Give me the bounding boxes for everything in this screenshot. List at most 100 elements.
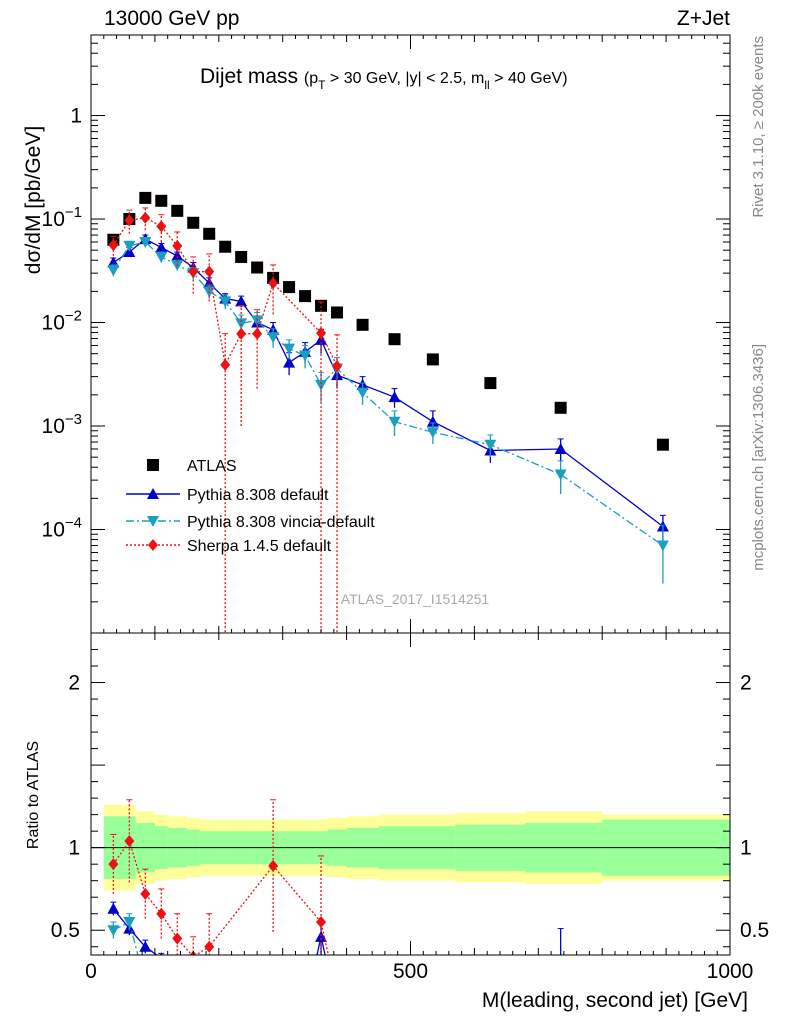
ratio-point-pythia-default: [139, 940, 152, 952]
ratio-point-pythia-default: [107, 902, 120, 914]
title-cond-mid: > 30 GeV, |y| < 2.5, m: [325, 70, 484, 87]
legend-marker-pythia-vincia: [147, 516, 159, 527]
point-sherpa: [156, 220, 167, 233]
ratio-series-sherpa: [108, 799, 330, 955]
point-pythia-vincia: [484, 439, 497, 451]
ratio-point-sherpa: [204, 940, 215, 953]
title-cond-sub1: T: [318, 78, 326, 92]
point-sherpa: [252, 327, 263, 340]
point-pythia-default: [554, 442, 567, 454]
point-pythia-vincia: [219, 296, 232, 308]
point-sherpa: [188, 265, 199, 278]
legend-entry-atlas: ATLAS: [147, 458, 237, 475]
legend-entry-sherpa: Sherpa 1.4.5 default: [126, 538, 332, 555]
ratio-y-tick-label-right: 2: [740, 672, 752, 695]
legend-label-pythia-default: Pythia 8.308 default: [187, 487, 329, 504]
point-pythia-vincia: [235, 318, 248, 330]
point-atlas: [331, 306, 344, 319]
point-pythia-vincia: [123, 240, 136, 252]
series-pythia-vincia: [107, 236, 669, 584]
point-sherpa: [316, 327, 327, 340]
point-pythia-vincia: [299, 350, 312, 362]
point-atlas: [171, 204, 184, 217]
point-pythia-vincia: [315, 379, 328, 391]
ratio-y-tick-label: 2: [68, 672, 80, 695]
point-pythia-vincia: [388, 416, 401, 428]
legend-entry-pythia-default: Pythia 8.308 default: [126, 487, 329, 504]
legend-label-atlas: ATLAS: [187, 458, 237, 475]
ratio-point-sherpa: [172, 932, 183, 945]
ratio-axes: 0.5 0.5 1 1 2 2 0 500 1000: [51, 632, 769, 983]
ratio-series-pythia-vincia: [107, 913, 139, 955]
point-sherpa: [124, 214, 135, 227]
point-atlas: [203, 227, 216, 240]
legend-marker-sherpa: [148, 539, 158, 551]
main-title: Dijet mass (pT > 30 GeV, |y| < 2.5, mll …: [200, 65, 568, 92]
point-pythia-vincia: [656, 540, 669, 552]
ratio-point-sherpa: [316, 915, 327, 928]
point-atlas: [299, 290, 312, 303]
point-atlas: [388, 333, 401, 346]
title-cond-open: (p: [304, 70, 318, 87]
ratio-point-pythia-vincia: [107, 925, 120, 937]
ratio-point-sherpa: [124, 835, 135, 848]
mcplots-label: mcplots.cern.ch [arXiv:1306.3436]: [750, 344, 767, 571]
ratio-y-tick-label-right: 0.5: [740, 919, 769, 942]
point-pythia-vincia: [251, 315, 264, 327]
point-atlas: [251, 261, 264, 274]
legend: ATLAS Pythia 8.308 default Pythia 8.308 …: [126, 458, 375, 555]
ratio-point-sherpa: [140, 887, 151, 900]
series-sherpa: [108, 207, 343, 633]
title-main: Dijet mass: [200, 65, 298, 88]
point-atlas: [235, 250, 248, 263]
point-atlas: [484, 377, 497, 390]
point-atlas: [187, 216, 200, 229]
point-pythia-default: [388, 391, 401, 403]
point-pythia-vincia: [554, 469, 567, 481]
point-pythia-vincia: [426, 427, 439, 439]
main-ylabel: dσ/dM [pb/GeV]: [22, 126, 45, 274]
point-pythia-default: [283, 356, 296, 368]
series-atlas: [107, 191, 669, 451]
y-tick-exponent: −1: [65, 204, 82, 221]
x-tick-label: 1000: [707, 960, 754, 983]
point-pythia-vincia: [283, 343, 296, 355]
y-tick-label: 10−1: [42, 204, 82, 231]
legend-entry-pythia-vincia: Pythia 8.308 vincia-default: [126, 514, 375, 531]
point-sherpa: [172, 239, 183, 252]
point-atlas: [356, 318, 369, 331]
point-pythia-default: [155, 241, 168, 253]
legend-label-pythia-vincia: Pythia 8.308 vincia-default: [187, 514, 375, 531]
ratio-point-sherpa: [156, 907, 167, 920]
point-sherpa: [140, 211, 151, 224]
y-tick-exponent: −3: [65, 411, 82, 428]
ratio-point-pythia-vincia: [123, 916, 136, 928]
legend-label-sherpa: Sherpa 1.4.5 default: [187, 538, 332, 555]
point-atlas: [219, 240, 232, 253]
point-atlas: [155, 194, 168, 207]
point-pythia-vincia: [356, 387, 369, 399]
ratio-point-pythia-default: [159, 952, 163, 955]
ratio-point-pythia-default: [555, 961, 567, 972]
y-tick-base: 1: [70, 105, 82, 128]
main-data-layer: [107, 191, 669, 633]
y-tick-base: 10: [42, 519, 65, 542]
point-pythia-vincia: [267, 332, 280, 344]
point-atlas: [315, 299, 328, 312]
xlabel: M(leading, second jet) [GeV]: [482, 989, 748, 1012]
header-left: 13000 GeV pp: [104, 7, 239, 30]
ratio-y-tick-label-right: 1: [740, 837, 752, 860]
y-tick-base: 10: [42, 208, 65, 231]
ratio-point-sherpa: [268, 859, 279, 872]
y-tick-label: 10−2: [42, 308, 82, 335]
title-cond-close: > 40 GeV): [490, 70, 568, 87]
ratio-ylabel: Ratio to ATLAS: [25, 741, 42, 849]
y-tick-label: 10−4: [42, 515, 82, 542]
header-right: Z+Jet: [677, 7, 730, 30]
point-atlas: [283, 281, 296, 294]
y-tick-base: 10: [42, 312, 65, 335]
line-pythia-default: [113, 238, 664, 527]
ratio-line-pythia-default: [112, 908, 158, 955]
point-pythia-default: [235, 295, 248, 307]
ratio-line-sherpa: [112, 839, 330, 955]
